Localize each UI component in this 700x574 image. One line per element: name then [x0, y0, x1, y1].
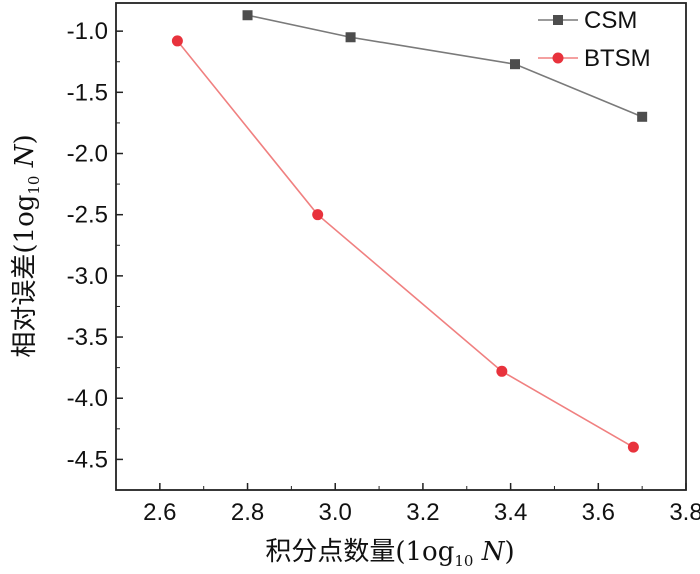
x-tick-label: 3.2	[406, 499, 439, 526]
point-csm	[242, 10, 253, 21]
y-tick-label: -1.5	[67, 79, 108, 106]
point-btsm	[312, 209, 324, 221]
legend-label-csm: CSM	[584, 7, 637, 34]
point-btsm	[627, 441, 639, 453]
y-tick-label: -3.0	[67, 263, 108, 290]
y-tick-label: -4.5	[67, 446, 108, 473]
point-csm	[637, 111, 648, 122]
legend-marker-csm	[553, 15, 563, 25]
legend-marker-btsm	[552, 52, 564, 64]
x-tick-label: 2.6	[143, 499, 176, 526]
plot-frame	[115, 2, 687, 491]
series-layer	[171, 10, 648, 453]
point-btsm	[496, 365, 508, 377]
point-csm	[345, 32, 356, 43]
y-axis-title: 相对误差(1og10 N)	[10, 134, 43, 357]
x-tick-label: 2.8	[231, 499, 264, 526]
legend: CSM BTSM	[538, 7, 651, 72]
x-tick-label: 3.4	[494, 499, 527, 526]
point-btsm	[171, 35, 183, 47]
x-axis: 2.6 2.8 3.0 3.2 3.4 3.6 3.8	[115, 483, 700, 526]
series-line-btsm	[176, 40, 634, 448]
x-tick-label: 3.6	[582, 499, 615, 526]
y-axis: -1.0 -1.5 -2.0 -2.5 -3.0 -3.5 -4.0 -4.5	[67, 18, 123, 491]
y-tick-label: -4.0	[67, 385, 108, 412]
y-tick-label: -3.5	[67, 324, 108, 351]
y-tick-label: -2.0	[67, 141, 108, 168]
x-tick-label: 3.8	[669, 499, 700, 526]
point-csm	[510, 59, 520, 70]
x-tick-label: 3.0	[319, 499, 352, 526]
series-line-csm	[247, 14, 643, 118]
legend-label-btsm: BTSM	[584, 45, 651, 72]
y-tick-label: -1.0	[67, 18, 108, 45]
y-tick-label: -2.5	[67, 202, 108, 229]
x-axis-title: 积分点数量(1og10 N)	[265, 537, 514, 570]
